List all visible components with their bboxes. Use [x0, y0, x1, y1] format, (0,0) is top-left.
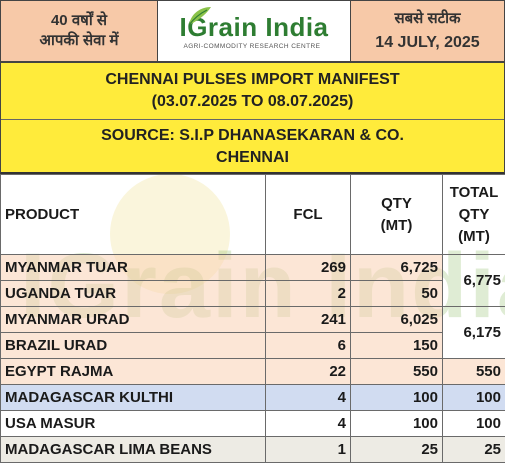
cell-fcl: 6: [265, 332, 351, 359]
cell-total-masur: 100: [442, 410, 505, 437]
header-qty: QTY (MT): [350, 174, 443, 255]
date-range: (03.07.2025 TO 08.07.2025): [151, 93, 354, 110]
logo-name: IGrain India: [179, 11, 329, 42]
cell-product: MADAGASCAR LIMA BEANS: [0, 436, 266, 463]
header-total-line3: (MT): [458, 227, 490, 245]
cell-qty: 100: [350, 410, 443, 437]
cell-product: USA MASUR: [0, 410, 266, 437]
grain-leaf-icon: [189, 6, 212, 25]
header-band: 40 वर्षों से आपकी सेवा में IGrain India …: [0, 0, 505, 62]
cell-fcl: 4: [265, 384, 351, 411]
cell-qty: 50: [350, 280, 443, 307]
cell-qty: 150: [350, 332, 443, 359]
report-date: 14 JULY, 2025: [375, 34, 480, 51]
table-row: MADAGASCAR KULTHI 4 100 100: [0, 384, 505, 411]
table-row: MADAGASCAR LIMA BEANS 1 25 25: [0, 436, 505, 463]
table-row: MYANMAR TUAR 269 6,725 6,775: [0, 254, 505, 307]
cell-total-lima: 25: [442, 436, 505, 463]
cell-qty: 6,725: [350, 254, 443, 281]
source-city: CHENNAI: [216, 148, 289, 166]
table-row: USA MASUR 4 100 100: [0, 410, 505, 437]
table-header-row: PRODUCT FCL QTY (MT) TOTAL QTY (MT): [0, 174, 505, 255]
header-total-line2: QTY: [458, 205, 490, 223]
source-block: SOURCE: S.I.P DHANASEKARAN & CO. CHENNAI: [1, 120, 504, 173]
table-row: EGYPT RAJMA 22 550 550: [0, 358, 505, 385]
header-tagline-line2: आपकी सेवा में: [39, 32, 119, 49]
title-line: CHENNAI PULSES IMPORT MANIFEST: [105, 71, 400, 88]
header-qty-line1: QTY: [381, 194, 412, 212]
cell-total-tuar: 6,775: [442, 254, 505, 307]
cell-fcl: 1: [265, 436, 351, 463]
cell-fcl: 4: [265, 410, 351, 437]
header-total: TOTAL QTY (MT): [442, 174, 505, 255]
cell-product: MADAGASCAR KULTHI: [0, 384, 266, 411]
table-row: UGANDA TUAR 2 50: [0, 280, 505, 307]
cell-product: MYANMAR URAD: [0, 306, 266, 333]
cell-total-kulthi: 100: [442, 384, 505, 411]
manifest-table-wrap: IGrain India PRODUCT FCL QTY (MT) TOTAL: [0, 174, 505, 464]
cell-product: MYANMAR TUAR: [0, 254, 266, 281]
cell-product: EGYPT RAJMA: [0, 358, 266, 385]
header-tagline-box: 40 वर्षों से आपकी सेवा में: [0, 0, 158, 62]
cell-fcl: 241: [265, 306, 351, 333]
cell-fcl: 269: [265, 254, 351, 281]
cell-qty: 100: [350, 384, 443, 411]
header-product: PRODUCT: [0, 174, 266, 255]
cell-fcl: 2: [265, 280, 351, 307]
header-date-box: सबसे सटीक 14 JULY, 2025: [350, 0, 505, 62]
cell-total-rajma: 550: [442, 358, 505, 385]
cell-fcl: 22: [265, 358, 351, 385]
logo-tagline: AGRI-COMMODITY RESEARCH CENTRE: [183, 42, 321, 50]
table-row: MYANMAR URAD 241 6,025 6,175: [0, 306, 505, 359]
title-band: CHENNAI PULSES IMPORT MANIFEST (03.07.20…: [0, 62, 505, 174]
cell-qty: 6,025: [350, 306, 443, 333]
cell-qty: 25: [350, 436, 443, 463]
report-title: CHENNAI PULSES IMPORT MANIFEST (03.07.20…: [1, 63, 504, 120]
header-tagline-line1: 40 वर्षों से: [50, 12, 108, 29]
cell-product: BRAZIL URAD: [0, 332, 266, 359]
source-line: SOURCE: S.I.P DHANASEKARAN & CO.: [101, 126, 404, 144]
header-accuracy-text: सबसे सटीक: [394, 10, 461, 27]
cell-total-urad: 6,175: [442, 306, 505, 359]
brand-logo: IGrain India AGRI-COMMODITY RESEARCH CEN…: [158, 0, 350, 62]
cell-qty: 550: [350, 358, 443, 385]
table-row: BRAZIL URAD 6 150: [0, 332, 505, 359]
cell-product: UGANDA TUAR: [0, 280, 266, 307]
header-fcl: FCL: [265, 174, 351, 255]
header-qty-line2: (MT): [380, 216, 413, 234]
manifest-table: PRODUCT FCL QTY (MT) TOTAL QTY (MT) MYAN…: [0, 174, 505, 463]
header-total-line1: TOTAL: [449, 183, 499, 201]
